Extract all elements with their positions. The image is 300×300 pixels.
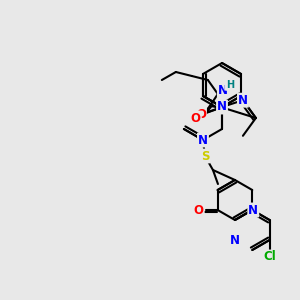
Text: S: S (201, 149, 209, 163)
Text: O: O (194, 203, 204, 217)
Text: N: N (217, 100, 227, 113)
Text: H: H (226, 80, 234, 90)
Text: O: O (191, 112, 201, 124)
Text: N: N (248, 203, 258, 217)
Text: N: N (238, 94, 248, 107)
Text: N: N (230, 233, 240, 247)
Text: N: N (218, 85, 228, 98)
Text: N: N (198, 134, 208, 146)
Text: O: O (196, 107, 206, 121)
Text: Cl: Cl (263, 250, 276, 263)
